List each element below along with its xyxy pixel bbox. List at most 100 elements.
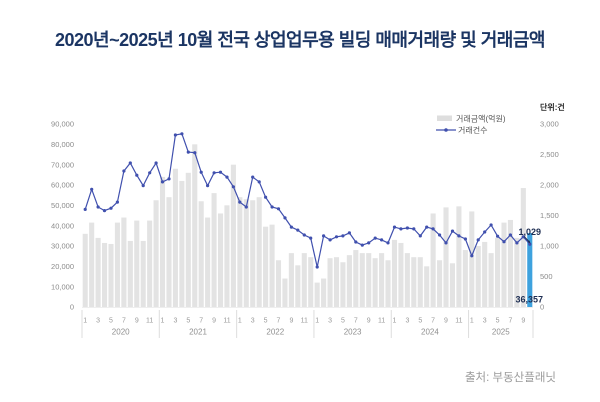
line-point-marker xyxy=(154,161,158,165)
month-tick-label: 3 xyxy=(328,318,332,325)
line-point-marker xyxy=(528,242,532,246)
right-axis-tick-label: 2,500 xyxy=(540,150,559,159)
count-line-path xyxy=(84,133,531,268)
month-tick-label: 5 xyxy=(418,318,422,325)
line-point-marker xyxy=(90,187,94,191)
month-tick-label: 5 xyxy=(186,318,190,325)
month-tick-label: 7 xyxy=(122,318,126,325)
month-tick-label: 1 xyxy=(470,318,474,325)
line-point-marker xyxy=(264,195,268,199)
right-axis-tick-label: 500 xyxy=(540,272,553,281)
line-point-marker xyxy=(206,184,210,188)
bar xyxy=(275,260,282,307)
line-point-marker xyxy=(115,200,119,204)
bar xyxy=(288,253,294,307)
bar xyxy=(263,226,269,307)
line-point-marker xyxy=(199,170,203,174)
line-point-marker xyxy=(283,216,287,220)
bar xyxy=(385,260,391,307)
line-point-marker xyxy=(296,228,300,232)
line-point-marker xyxy=(347,231,351,235)
month-tick-label: 9 xyxy=(521,318,525,325)
bar xyxy=(217,213,224,307)
month-tick-label: 1 xyxy=(315,318,319,325)
left-axis-tick-label: 50,000 xyxy=(51,201,74,210)
line-point-marker xyxy=(405,226,409,230)
bar xyxy=(256,197,262,307)
bar xyxy=(95,237,101,307)
line-point-marker xyxy=(238,200,242,204)
bar xyxy=(211,193,217,307)
line-point-marker xyxy=(476,238,480,242)
year-label: 2024 xyxy=(421,328,439,337)
line-point-marker xyxy=(470,254,474,258)
legend-bar-label: 거래금액(억원) xyxy=(456,114,506,124)
bar xyxy=(372,258,378,307)
line-point-marker xyxy=(186,150,190,154)
left-axis-tick-label: 40,000 xyxy=(51,221,74,230)
line-point-marker xyxy=(257,180,261,184)
line-point-marker xyxy=(457,234,461,238)
bar xyxy=(153,200,159,307)
line-point-marker xyxy=(418,234,422,238)
line-point-marker xyxy=(102,209,107,213)
bar xyxy=(198,201,204,307)
month-tick-label: 11 xyxy=(378,318,385,325)
line-point-marker xyxy=(444,241,448,245)
bar xyxy=(379,253,385,307)
line-point-marker xyxy=(399,227,403,231)
bar xyxy=(301,253,307,307)
bar xyxy=(185,172,191,307)
line-point-marker xyxy=(309,236,313,240)
bar xyxy=(205,217,211,307)
bar xyxy=(514,237,520,307)
line-point-marker xyxy=(244,205,248,209)
legend-line-label: 거래건수 xyxy=(458,125,487,135)
month-tick-label: 1 xyxy=(83,318,87,325)
month-tick-label: 1 xyxy=(238,318,242,325)
month-tick-label: 5 xyxy=(496,318,500,325)
year-label: 2022 xyxy=(266,328,284,337)
line-point-marker xyxy=(425,225,429,229)
line-point-marker xyxy=(122,169,126,173)
line-point-marker xyxy=(322,234,326,238)
right-axis-tick-label: 0 xyxy=(540,303,544,312)
line-point-marker xyxy=(276,207,281,211)
right-axis-tick-label: 1,000 xyxy=(540,242,559,251)
month-tick-label: 7 xyxy=(199,318,203,325)
line-point-marker xyxy=(218,170,223,174)
bar xyxy=(295,265,301,307)
bar xyxy=(243,199,249,307)
month-tick-label: 3 xyxy=(173,318,177,325)
year-label: 2020 xyxy=(112,328,130,337)
line-point-marker xyxy=(354,240,358,244)
month-tick-label: 9 xyxy=(289,318,293,325)
bar xyxy=(166,197,172,307)
bar xyxy=(237,197,243,307)
month-tick-label: 5 xyxy=(109,318,113,325)
line-point-marker xyxy=(160,180,165,184)
line-point-marker xyxy=(412,227,416,231)
line-point-marker xyxy=(367,241,371,245)
left-axis-tick-label: 30,000 xyxy=(51,242,74,251)
count-value-label: 1,029 xyxy=(518,227,541,237)
line-point-marker xyxy=(328,238,332,242)
annotation-arrow-head xyxy=(527,240,531,244)
line-point-marker xyxy=(380,238,384,242)
line-point-marker xyxy=(270,205,274,209)
line-point-marker xyxy=(193,151,197,155)
bar xyxy=(172,168,178,307)
left-axis-tick-label: 70,000 xyxy=(51,160,74,169)
bar xyxy=(121,217,127,307)
bar xyxy=(391,239,398,307)
bar xyxy=(507,219,513,307)
line-point-marker xyxy=(521,235,525,239)
year-label: 2023 xyxy=(344,328,362,337)
month-tick-label: 3 xyxy=(405,318,409,325)
bar xyxy=(424,266,430,307)
legend-line-marker xyxy=(444,128,448,132)
right-axis-unit-label: 단위:건 xyxy=(540,102,565,112)
bar xyxy=(404,253,410,307)
highlighted-bar xyxy=(527,233,533,307)
bar xyxy=(108,243,114,307)
